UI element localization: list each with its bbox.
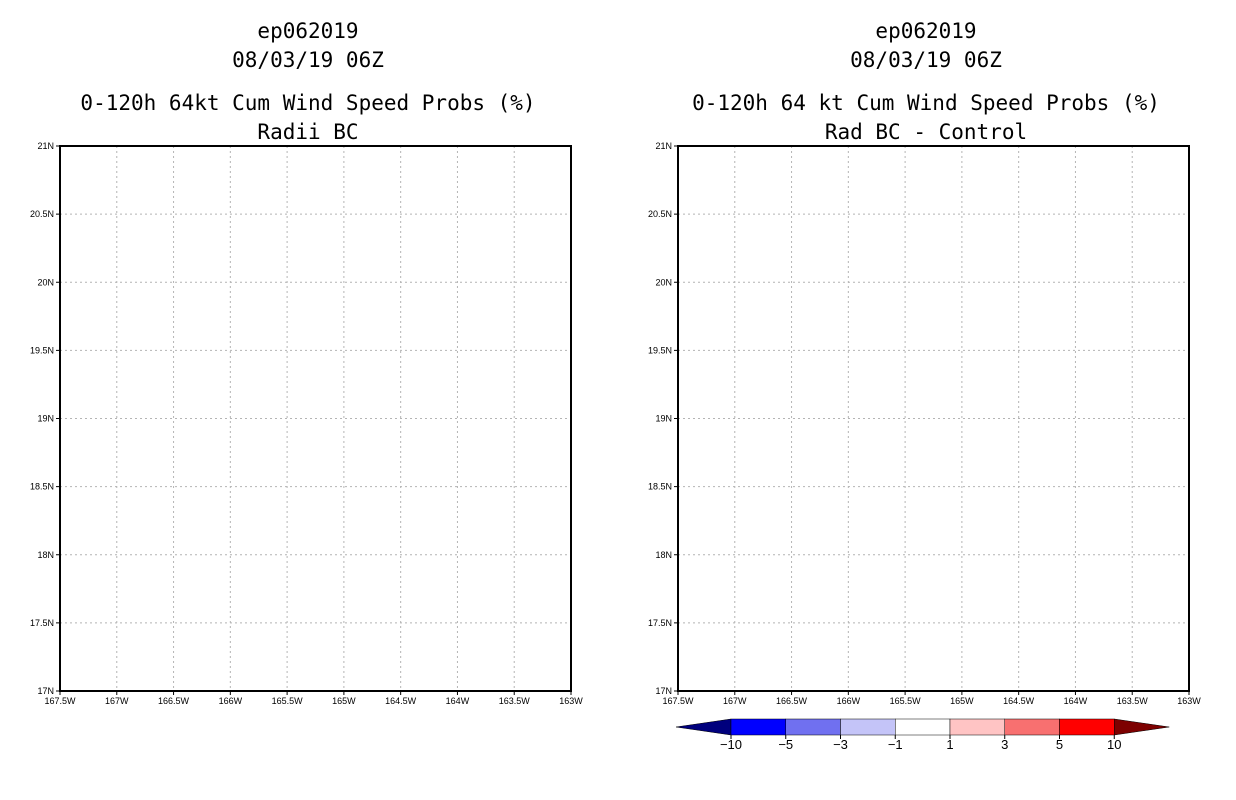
- y-tick-label: 20.5N: [648, 209, 672, 219]
- x-tick-label: 163W: [1177, 696, 1201, 706]
- chart-panel-2: 167.5W 167W 166.5W 166W 165.5W 165W 164.5W 164W…: [648, 141, 1201, 752]
- chart-panel-1: 167.5W 167W 166.5W 166W 165.5W 165W 164.5W 164W…: [30, 141, 583, 706]
- y-tick-label: 17.5N: [648, 618, 672, 628]
- x-tick-label: 165.5W: [890, 696, 922, 706]
- x-tick-label: 165.5W: [272, 696, 304, 706]
- x-tick-label: 164.5W: [1003, 696, 1035, 706]
- plot-frame: [59, 145, 572, 692]
- colorbar-box: [785, 718, 841, 736]
- x-tick-label: 167.5W: [44, 696, 76, 706]
- y-tick-label: 18.5N: [648, 482, 672, 492]
- plot-frame: [677, 145, 1190, 692]
- y-tick-label: 18N: [37, 550, 54, 560]
- chart-title: 0-120h 64kt Cum Wind Speed Probs (%): [80, 91, 535, 115]
- y-tick-label: 20N: [37, 277, 54, 287]
- colorbar-label: 10: [1107, 737, 1121, 752]
- x-tick-label: 163W: [559, 696, 583, 706]
- colorbar-label: −10: [720, 737, 742, 752]
- y-tick-label: 18.5N: [30, 482, 54, 492]
- colorbar-label: 1: [946, 737, 953, 752]
- y-tick-label: 19N: [37, 414, 54, 424]
- colorbar: −10 −5 −3 −1 1 3 5 10: [675, 718, 1170, 752]
- chart-subtitle: Rad BC - Control: [825, 120, 1027, 144]
- storm-id: ep062019: [257, 19, 358, 43]
- x-tick-label: 167W: [105, 696, 129, 706]
- x-tick-label: 166.5W: [158, 696, 190, 706]
- y-tick-label: 17N: [655, 686, 672, 696]
- y-tick-label: 18N: [655, 550, 672, 560]
- y-tick-label: 19.5N: [648, 345, 672, 355]
- date-time: 08/03/19 06Z: [232, 48, 384, 72]
- x-tick-label: 167.5W: [662, 696, 694, 706]
- colorbar-box: [949, 718, 1005, 736]
- x-tick-label: 167W: [723, 696, 747, 706]
- x-tick-label: 163.5W: [499, 696, 531, 706]
- colorbar-label: −3: [833, 737, 848, 752]
- colorbar-arrow-left: [675, 718, 732, 736]
- x-tick-label: 164.5W: [385, 696, 417, 706]
- y-tick-label: 17.5N: [30, 618, 54, 628]
- colorbar-label: 5: [1056, 737, 1063, 752]
- y-tick-label: 20.5N: [30, 209, 54, 219]
- x-tick-label: 165W: [950, 696, 974, 706]
- y-tick-label: 21N: [655, 141, 672, 151]
- chart-title: 0-120h 64 kt Cum Wind Speed Probs (%): [692, 91, 1160, 115]
- colorbar-box: [730, 718, 786, 736]
- x-tick-label: 166W: [219, 696, 243, 706]
- x-tick-label: 166.5W: [776, 696, 808, 706]
- x-tick-label: 164W: [446, 696, 470, 706]
- x-tick-label: 163.5W: [1117, 696, 1149, 706]
- y-tick-label: 21N: [37, 141, 54, 151]
- date-time: 08/03/19 06Z: [850, 48, 1002, 72]
- chart-subtitle: Radii BC: [257, 120, 358, 144]
- colorbar-arrow-right: [1114, 718, 1170, 736]
- colorbar-box: [895, 718, 951, 736]
- colorbar-box: [1059, 718, 1115, 736]
- y-tick-label: 19.5N: [30, 345, 54, 355]
- colorbar-box: [840, 718, 896, 736]
- y-tick-label: 20N: [655, 277, 672, 287]
- y-tick-label: 19N: [655, 414, 672, 424]
- colorbar-label: 3: [1001, 737, 1008, 752]
- x-tick-label: 166W: [837, 696, 861, 706]
- x-tick-label: 165W: [332, 696, 356, 706]
- storm-id: ep062019: [875, 19, 976, 43]
- x-tick-label: 164W: [1064, 696, 1088, 706]
- colorbar-label: −5: [778, 737, 793, 752]
- y-tick-label: 17N: [37, 686, 54, 696]
- colorbar-box: [1004, 718, 1060, 736]
- colorbar-label: −1: [888, 737, 903, 752]
